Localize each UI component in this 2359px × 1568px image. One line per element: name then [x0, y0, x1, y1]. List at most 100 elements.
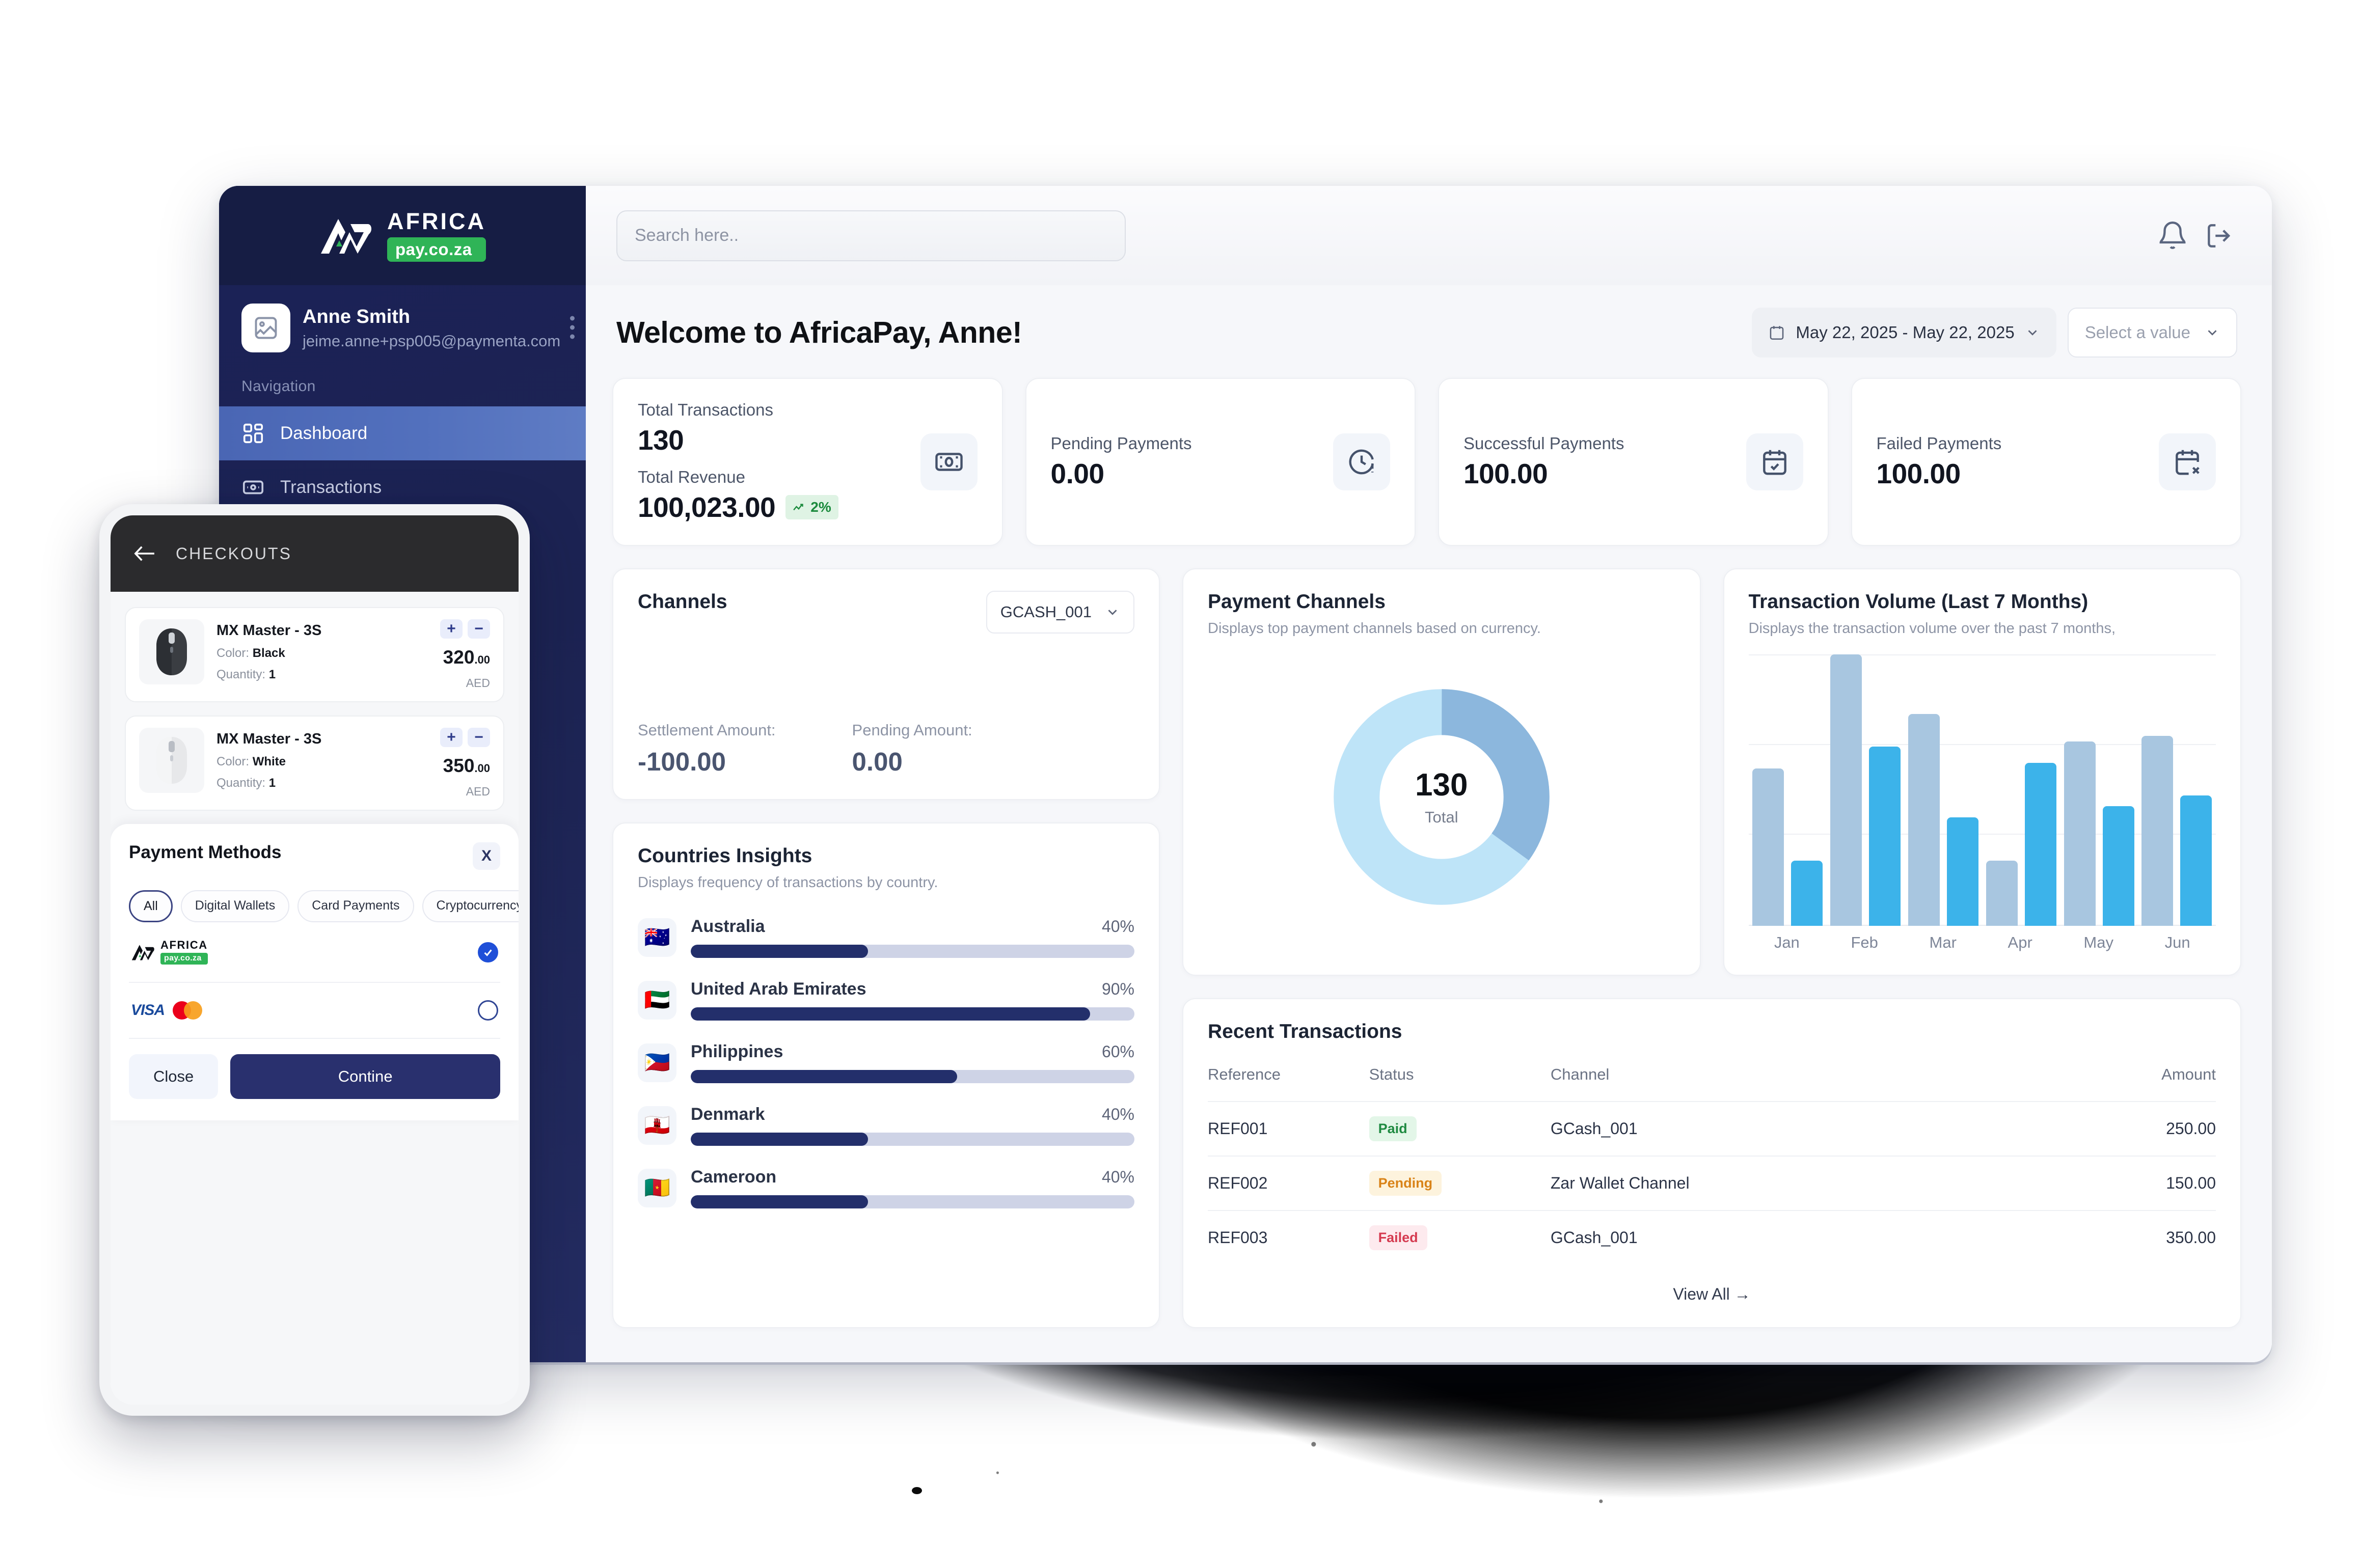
x-tick-label: Jan [1774, 933, 1800, 951]
cell-reference: REF002 [1208, 1156, 1369, 1211]
close-icon[interactable]: X [473, 842, 500, 870]
payment-methods-sheet: Payment Methods X All Digital Wallets Ca… [111, 824, 519, 1120]
value-select[interactable]: Select a value [2067, 308, 2237, 357]
list-item[interactable]: MX Master - 3S Color: White Quantity: 1 … [125, 716, 504, 811]
dashboard-content: Welcome to AfricaPay, Anne! May 22, 2025… [586, 285, 2272, 1362]
close-button[interactable]: Close [129, 1054, 219, 1099]
bar-group-feb [1830, 654, 1901, 926]
right-column: Payment Channels Displays top payment ch… [1182, 568, 2241, 1328]
flag-icon: 🇦🇺 [638, 918, 676, 957]
phone-mockup: CHECKOUTS MX Master - 3S Color: Black Q [99, 504, 530, 1416]
stat-label: Successful Payments [1463, 434, 1624, 453]
table-row[interactable]: REF002 Pending Zar Wallet Channel 150.00 [1208, 1156, 2216, 1211]
list-item[interactable]: 🇨🇲 Cameroon 40% [638, 1167, 1134, 1208]
africapay-logo-icon [321, 218, 372, 254]
chip-cryptocurrency[interactable]: Cryptocurrency [422, 890, 519, 922]
product-quantity: Quantity: 1 [216, 776, 428, 790]
left-column: Channels GCASH_001 Settlement Amount: -1… [612, 568, 1160, 1328]
mouse-black-icon [156, 628, 187, 675]
logo-africa-text: AFRICA [160, 939, 208, 951]
radio-africapay[interactable] [478, 942, 498, 962]
stat-icon [1333, 433, 1390, 490]
search-input[interactable]: Search here.. [616, 210, 1126, 261]
chevron-down-icon [2208, 330, 2217, 336]
cell-amount: 150.00 [2014, 1156, 2216, 1211]
list-item[interactable]: 🇵🇭 Philippines 60% [638, 1042, 1134, 1083]
date-range-text: May 22, 2025 - May 22, 2025 [1796, 323, 2015, 342]
country-percent: 60% [1101, 1042, 1134, 1061]
table-header-row: Reference Status Channel Amount [1208, 1065, 2216, 1102]
status-badge: Paid [1369, 1116, 1417, 1141]
quantity-increase-button[interactable]: + [440, 728, 463, 747]
africapay-logo-icon: AFRICA pay.co.za [131, 940, 208, 965]
table-row[interactable]: REF003 Failed GCash_001 350.00 [1208, 1210, 2216, 1264]
stat-card-successful-payments[interactable]: Successful Payments 100.00 [1438, 378, 1829, 546]
list-item[interactable]: 🇦🇪 United Arab Emirates 90% [638, 979, 1134, 1021]
payment-method-africapay[interactable]: AFRICA pay.co.za [129, 922, 500, 983]
dashboard-window: AFRICA pay.co.za Anne Smith jeime.anne+p… [219, 186, 2272, 1362]
country-bar-track [691, 1070, 1134, 1083]
country-bar-track [691, 945, 1134, 958]
profile-block[interactable]: Anne Smith jeime.anne+psp005@paymenta.co… [219, 285, 586, 370]
channel-select[interactable]: GCASH_001 [986, 591, 1134, 634]
bar-group-apr [1986, 654, 2056, 926]
pending-amount-label: Pending Amount: [852, 721, 972, 739]
payment-method-card[interactable]: VISA [129, 983, 500, 1039]
flag-icon: 🇦🇪 [638, 980, 676, 1020]
country-percent: 90% [1101, 980, 1134, 998]
chip-all[interactable]: All [129, 890, 173, 922]
logo-pay-badge: pay.co.za [387, 237, 486, 262]
profile-more-icon[interactable] [570, 316, 575, 339]
date-range-picker[interactable]: May 22, 2025 - May 22, 2025 [1752, 308, 2056, 357]
sidebar-logo[interactable]: AFRICA pay.co.za [219, 186, 586, 285]
banknote-icon [935, 453, 963, 471]
table-row[interactable]: REF001 Paid GCash_001 250.00 [1208, 1101, 2216, 1156]
chart-gridlines [1748, 654, 2216, 926]
column-header-channel: Channel [1550, 1065, 1610, 1083]
mastercard-logo-icon [173, 1001, 203, 1020]
chip-digital-wallets[interactable]: Digital Wallets [180, 890, 290, 922]
product-color: Color: Black [216, 646, 428, 661]
stat-value: 100.00 [1463, 458, 1548, 489]
stat-card-failed-payments[interactable]: Failed Payments 100.00 [1851, 378, 2241, 546]
grid-icon [243, 423, 263, 444]
check-icon [484, 949, 492, 956]
chip-card-payments[interactable]: Card Payments [297, 890, 414, 922]
quantity-label: Quantity: [216, 668, 266, 681]
mouse-white-icon [156, 737, 187, 784]
list-item[interactable]: 🇬🇮 Denmark 40% [638, 1105, 1134, 1146]
bar-series-b [2180, 795, 2212, 926]
stat-card-pending-payments[interactable]: Pending Payments 0.00 [1025, 378, 1416, 546]
product-name: MX Master - 3S [216, 731, 322, 747]
bar-series-b [1946, 817, 1978, 926]
back-arrow-icon[interactable] [133, 545, 156, 562]
country-bar-track [691, 1007, 1134, 1021]
quantity-decrease-button[interactable]: − [468, 619, 490, 639]
pending-amount-value: 0.00 [852, 747, 903, 776]
value-select-placeholder: Select a value [2084, 323, 2190, 342]
quantity-increase-button[interactable]: + [440, 619, 463, 639]
stat-icon [1746, 433, 1803, 490]
list-item[interactable]: MX Master - 3S Color: Black Quantity: 1 … [125, 607, 504, 702]
stat-sub-value: 100,023.00 [638, 491, 776, 523]
country-bar-track [691, 1133, 1134, 1146]
transactions-table: Reference Status Channel Amount REF001 P… [1208, 1065, 2216, 1264]
list-item[interactable]: 🇦🇺 Australia 40% [638, 917, 1134, 958]
trend-value: 2% [810, 499, 831, 515]
price-major: 320 [443, 647, 475, 668]
view-all-link[interactable]: View All → [1673, 1285, 1751, 1303]
bar-series-b [2024, 763, 2056, 926]
product-color: Color: White [216, 755, 428, 769]
sidebar-item-transactions[interactable]: Transactions [219, 460, 586, 514]
flag-icon: 🇵🇭 [638, 1043, 676, 1082]
volume-bar-chart: Jan Feb Mar Apr May Jun [1748, 654, 2216, 959]
transactions-icon [242, 480, 264, 494]
radio-card[interactable] [478, 1000, 498, 1021]
sidebar-item-dashboard[interactable]: Dashboard [219, 406, 586, 460]
channels-title: Channels [638, 591, 727, 613]
logout-icon[interactable] [2204, 220, 2235, 252]
bell-icon[interactable] [2157, 220, 2188, 252]
quantity-decrease-button[interactable]: − [468, 728, 490, 747]
stat-card-total-transactions[interactable]: Total Transactions 130 Total Revenue 100… [612, 378, 1003, 546]
continue-button[interactable]: Contine [230, 1054, 500, 1099]
